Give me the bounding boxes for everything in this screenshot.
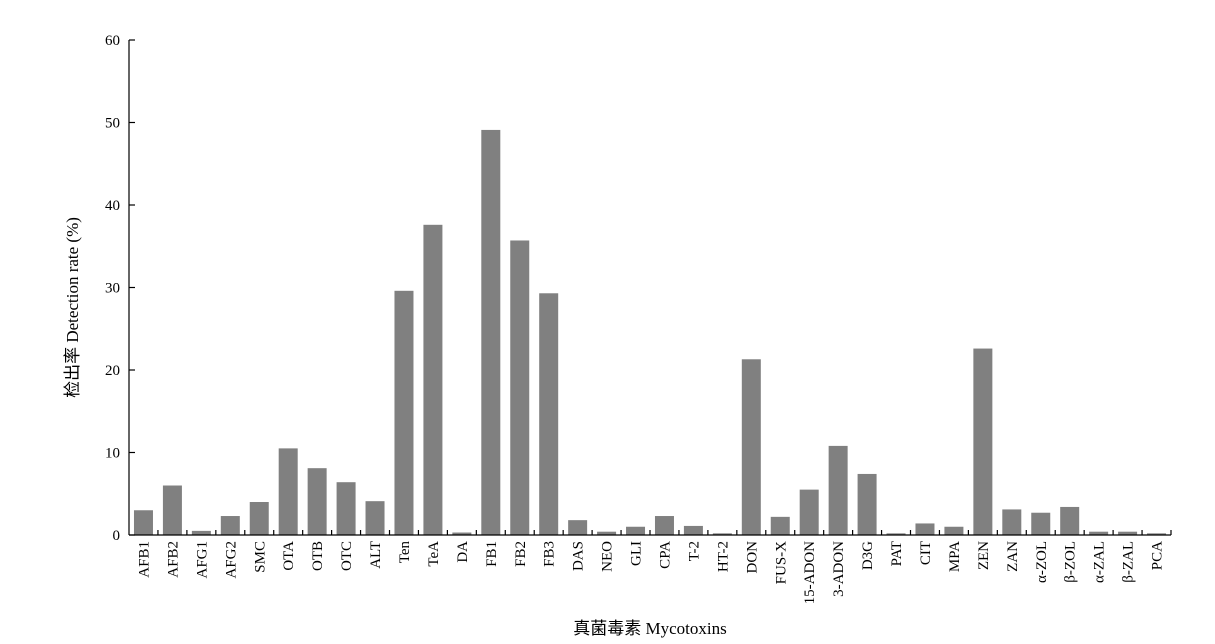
x-tick-label: α-ZOL <box>1034 541 1050 583</box>
bar-FB3 <box>539 293 559 535</box>
x-tick-label: FB3 <box>542 541 558 567</box>
x-tick-label: α-ZAL <box>1092 541 1108 583</box>
x-tick-label: AFG2 <box>223 541 239 579</box>
x-tick-label: FB1 <box>484 541 500 567</box>
x-tick-label: DON <box>744 541 760 574</box>
bar-CPA <box>654 516 674 535</box>
x-tick-label: DA <box>455 541 471 563</box>
bar-ZEN <box>973 348 993 535</box>
bar-15-ADON <box>799 489 819 535</box>
y-tick-label: 20 <box>105 363 120 379</box>
y-tick-label: 40 <box>105 198 120 214</box>
bar-GLI <box>626 526 646 535</box>
x-tick-label: β-ZOL <box>1063 541 1079 583</box>
x-tick-label: Ten <box>397 541 413 564</box>
x-tick-label: 15-ADON <box>802 541 818 604</box>
x-axis-ticks: AFB1 AFB2 AFG1 AFG2 SMC OTA OTB OTC ALT Ten TeA DA F… <box>136 530 1172 604</box>
x-tick-label: AFB1 <box>136 541 152 578</box>
bar-FB2 <box>510 240 530 535</box>
y-tick-label: 0 <box>113 528 121 544</box>
x-tick-label: FUS-X <box>773 541 789 585</box>
bar-ZAN <box>1002 509 1022 535</box>
bar-OTA <box>278 448 298 535</box>
bar-AFB1 <box>133 510 153 535</box>
bar-β-ZOL <box>1060 506 1080 535</box>
bar-DA <box>452 532 472 535</box>
x-tick-label: MPA <box>947 541 963 572</box>
x-tick-label: OTB <box>310 541 326 571</box>
bar-3-ADON <box>828 445 848 535</box>
x-tick-label: D3G <box>860 541 876 570</box>
x-tick-label: HT-2 <box>715 541 731 572</box>
x-tick-label: OTA <box>281 541 297 571</box>
x-tick-label: SMC <box>252 541 268 573</box>
bar-FB1 <box>481 129 501 536</box>
bar-PAT <box>886 533 906 535</box>
bar-TeA <box>423 224 443 536</box>
bar-DON <box>741 359 761 535</box>
x-tick-label: AFG1 <box>194 541 210 579</box>
y-tick-label: 10 <box>105 446 120 462</box>
x-tick-label: AFB2 <box>165 541 181 578</box>
bar-NEO <box>597 531 617 535</box>
x-tick-label: FB2 <box>513 541 529 567</box>
bar-AFB2 <box>162 485 182 535</box>
bar-Ten <box>394 290 414 535</box>
bar-ALT <box>365 501 385 535</box>
bar-SMC <box>249 502 269 535</box>
x-tick-label: ALT <box>368 541 384 569</box>
bar-AFG1 <box>191 530 211 535</box>
x-tick-label: TeA <box>426 541 442 567</box>
y-tick-label: 30 <box>105 281 120 297</box>
x-tick-label: NEO <box>600 541 616 572</box>
x-axis-title: 真菌毒素 Mycotoxins <box>573 619 726 638</box>
bar-α-ZAL <box>1089 531 1109 535</box>
x-tick-label: T-2 <box>686 541 702 561</box>
y-tick-label: 50 <box>105 116 120 132</box>
bars-group <box>133 129 1167 536</box>
bar-CIT <box>915 523 935 535</box>
x-tick-label: CIT <box>918 541 934 565</box>
x-tick-label: CPA <box>657 541 673 569</box>
bar-OTC <box>336 482 356 535</box>
x-tick-label: β-ZAL <box>1121 541 1137 583</box>
x-tick-label: ZAN <box>1005 541 1021 572</box>
bar-PCA <box>1147 533 1167 535</box>
bar-T-2 <box>683 525 703 535</box>
bar-α-ZOL <box>1031 512 1051 535</box>
bar-AFG2 <box>220 516 240 535</box>
y-tick-label: 60 <box>105 33 120 49</box>
x-tick-label: PCA <box>1150 541 1166 570</box>
x-tick-label: ZEN <box>976 541 992 570</box>
bar-FUS-X <box>770 516 790 535</box>
x-tick-label: GLI <box>629 541 645 566</box>
x-tick-label: OTC <box>339 541 355 571</box>
bar-OTB <box>307 468 327 535</box>
bar-D3G <box>857 473 877 535</box>
y-axis-ticks: 0 10 20 30 40 50 60 <box>105 33 135 544</box>
x-tick-label: DAS <box>571 541 587 571</box>
x-tick-label: PAT <box>889 541 905 566</box>
bar-DAS <box>568 520 588 535</box>
x-tick-label: 3-ADON <box>831 541 847 597</box>
bar-HT-2 <box>712 533 732 535</box>
bar-β-ZAL <box>1118 531 1138 535</box>
bar-MPA <box>944 526 964 535</box>
y-axis-title: 检出率 Detection rate (%) <box>63 217 82 398</box>
